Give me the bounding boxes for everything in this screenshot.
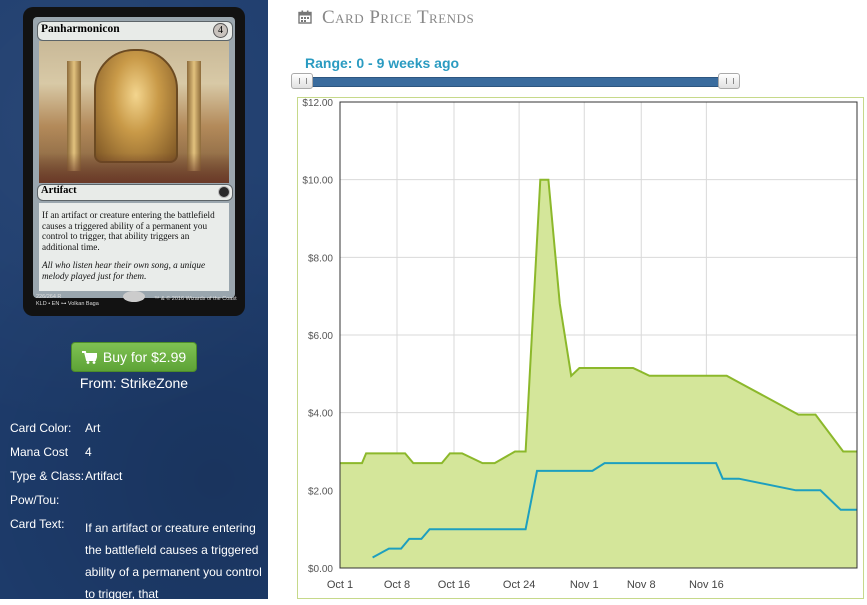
card-flavor-text: All who listen hear their own song, a un… [42, 260, 206, 281]
price-chart: $0.00 $2.00 $4.00 $6.00 $8.00 $10.00 $12.00 Oc… [297, 97, 864, 599]
y-tick-label: $6.00 [308, 331, 333, 342]
holo-stamp-icon [123, 291, 145, 302]
mana-cost-label: Mana Cost [10, 445, 69, 459]
card-text-value: If an artifact or creature entering the … [85, 521, 262, 601]
art-pillar [187, 61, 201, 171]
type-class-value: Artifact [85, 469, 123, 483]
mana-cost-value: 4 [85, 445, 92, 459]
vendor-name: StrikeZone [120, 375, 189, 391]
range-slider-start-handle[interactable] [291, 73, 313, 89]
x-tick-label: Oct 16 [438, 579, 470, 591]
y-tick-label: $10.00 [302, 176, 333, 187]
pow-tou-label: Pow/Tou: [10, 493, 60, 507]
x-tick-label: Nov 16 [689, 579, 724, 591]
card-color-value: Art [85, 421, 101, 435]
x-tick-label: Oct 8 [384, 579, 410, 591]
shopping-cart-icon [81, 350, 97, 364]
card-art [39, 41, 229, 183]
card-collector-number: 226/264 R [36, 294, 62, 300]
series-line-blue [372, 462, 857, 559]
series-line-green [340, 178, 857, 465]
x-tick-label: Nov 1 [570, 579, 599, 591]
y-tick-label: $8.00 [308, 253, 333, 264]
range-label: Range: [305, 55, 353, 71]
card-text-label: Card Text: [10, 517, 65, 531]
y-tick-label: $2.00 [308, 486, 333, 497]
x-tick-label: Oct 24 [503, 579, 535, 591]
range-value: 0 - 9 weeks ago [356, 55, 460, 71]
art-pillar [67, 61, 81, 171]
buy-button[interactable]: Buy for $2.99 [71, 342, 197, 372]
vendor-line: From: StrikeZone [0, 375, 268, 391]
card-type-line: Artifact [41, 185, 77, 196]
set-symbol-icon [218, 186, 230, 198]
card-text-box [39, 203, 229, 291]
range-slider-track[interactable] [300, 77, 738, 87]
mana-cost-symbol: 4 [213, 23, 228, 38]
range-slider-end-handle[interactable] [718, 73, 740, 89]
vendor-label: From: [79, 375, 117, 391]
card-artist-line: KLD • EN ⊶ Volkan Baga [36, 301, 99, 307]
plot-area-border [339, 101, 858, 569]
art-crowd [39, 153, 229, 183]
page-title: Card Price Trends [322, 7, 475, 28]
card-image: Panharmonicon 4 Artifact If an artifact … [23, 7, 245, 316]
x-tick-label: Nov 8 [627, 579, 656, 591]
card-name: Panharmonicon [41, 23, 120, 35]
type-class-label: Type & Class: [10, 469, 85, 483]
card-sidebar: Panharmonicon 4 Artifact If an artifact … [0, 0, 268, 601]
range-readout: Range: 0 - 9 weeks ago [305, 55, 459, 71]
y-tick-label: $12.00 [302, 98, 333, 109]
y-tick-label: $0.00 [308, 564, 333, 575]
card-copyright: ™ & © 2016 Wizards of the Coast [154, 296, 237, 302]
buy-button-label: Buy for $2.99 [102, 349, 187, 365]
x-tick-label: Oct 1 [327, 579, 353, 591]
card-color-label: Card Color: [10, 421, 72, 435]
y-tick-label: $4.00 [308, 409, 333, 420]
series-area-fill [340, 179, 857, 568]
art-instrument [94, 49, 178, 163]
calendar-icon [298, 10, 312, 24]
card-type-bar [37, 184, 233, 201]
card-name-bar [37, 21, 233, 41]
card-rules-text: If an artifact or creature entering the … [42, 210, 215, 252]
